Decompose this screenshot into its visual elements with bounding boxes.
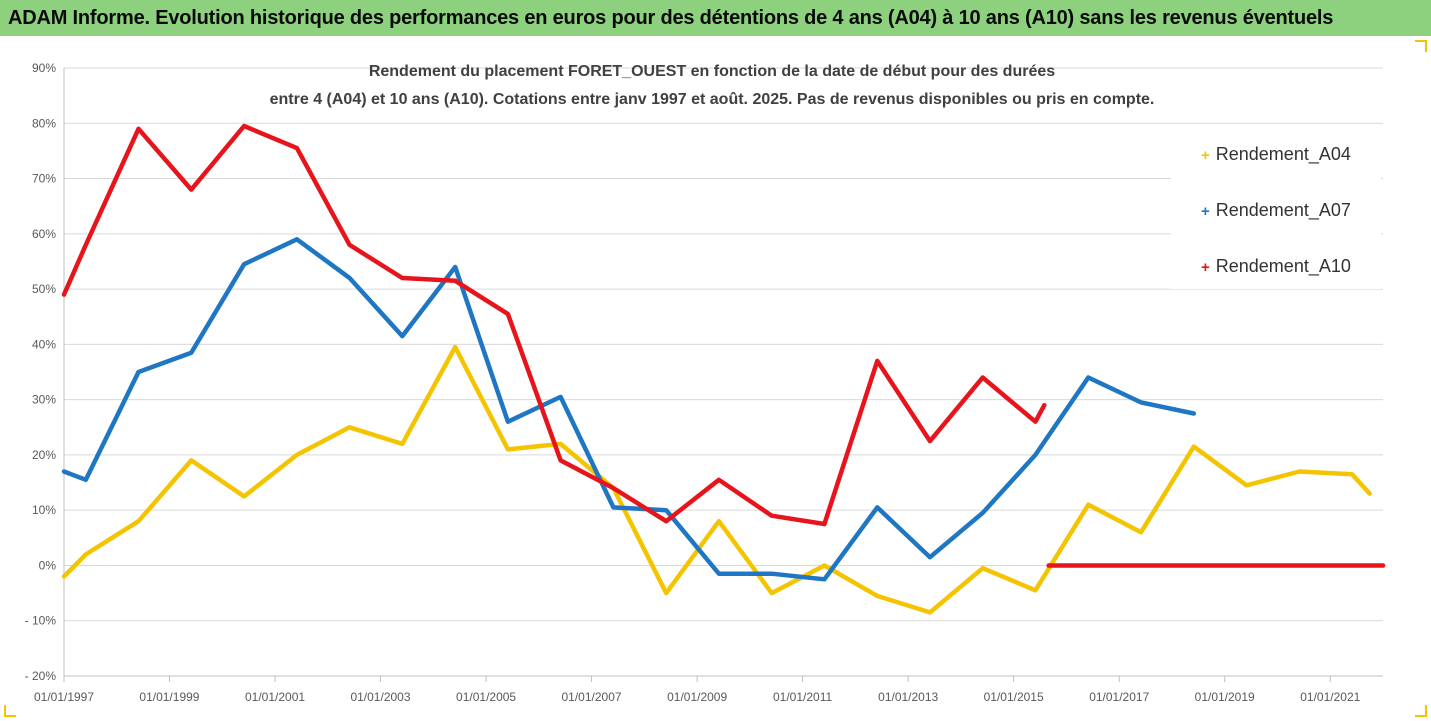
chart-title-layer: Rendement du placement FORET_OUEST en fo… [270,63,1155,108]
x-tick-label: 01/01/1997 [34,690,94,704]
x-tick-label: 01/01/2017 [1089,690,1149,704]
y-tick-label: - 10% [25,614,57,628]
legend-label-a07: Rendement_A07 [1215,200,1351,220]
x-tick-label: 01/01/2019 [1195,690,1255,704]
y-tick-label: 20% [32,448,56,462]
x-tick-label: 01/01/2005 [456,690,516,704]
x-tick-label: 01/01/2013 [878,690,938,704]
x-tick-label: 01/01/1999 [139,690,199,704]
y-tick-label: 90% [32,61,56,75]
x-tick-label: 01/01/2003 [350,690,410,704]
legend-item-a10: + Rendement_A10 [1201,256,1351,277]
series-line-0 [61,344,1372,615]
axis-layer: - 20% - 10% 0% 10% 20% 30% 40% 50% 60% 70% 80% 90% 0… [25,61,1383,704]
x-tick-label: 01/01/2015 [984,690,1044,704]
performance-chart: - 20% - 10% 0% 10% 20% 30% 40% 50% 60% 70% 80% 90% 0… [25,61,1386,704]
chart-title-line-1: Rendement du placement FORET_OUEST en fo… [369,63,1055,80]
legend-item-a04: + Rendement_A04 [1201,144,1351,165]
y-tick-label: 80% [32,116,56,130]
series-line-2 [61,123,1047,527]
x-tick-label: 01/01/2009 [667,690,727,704]
legend-label-a10: Rendement_A10 [1215,256,1351,276]
legend: + Rendement_A04 + Rendement_A07 + Rendement… [1171,127,1381,289]
y-tick-label: 30% [32,393,56,407]
banner-title: ADAM Informe. Evolution historique des p… [0,0,1431,36]
series-line-1 [61,237,1197,582]
legend-label-a04: Rendement_A04 [1215,144,1351,164]
corner-accent-bottom-right [1415,705,1427,717]
y-tick-label: 40% [32,337,56,351]
corner-accent-top-right [1415,40,1427,52]
x-tick-label: 01/01/2021 [1300,690,1360,704]
y-tick-label: 70% [32,172,56,186]
corner-accent-bottom-left [4,705,16,717]
y-tick-label: 50% [32,282,56,296]
series-layer [61,123,1386,615]
y-tick-label: 0% [39,558,57,572]
legend-marker-a07: + [1201,203,1210,220]
legend-marker-a04: + [1201,147,1210,164]
x-tick-label: 01/01/2007 [562,690,622,704]
legend-marker-a10: + [1201,259,1210,276]
y-tick-label: 10% [32,503,56,517]
x-tick-label: 01/01/2001 [245,690,305,704]
x-tick-label: 01/01/2011 [773,690,832,704]
grid-layer [64,67,1383,677]
legend-item-a07: + Rendement_A07 [1201,200,1351,221]
chart-title-line-2: entre 4 (A04) et 10 ans (A10). Cotations… [270,91,1155,108]
y-tick-label: 60% [32,227,56,241]
y-tick-label: - 20% [25,669,57,683]
